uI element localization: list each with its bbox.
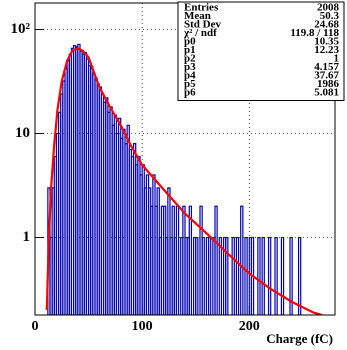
- histogram-bin: [257, 236, 261, 315]
- x-tick-label: 100: [132, 319, 153, 334]
- fit-curve: [45, 47, 323, 315]
- stats-label: p3: [184, 61, 196, 73]
- x-tick-label: 0: [32, 319, 39, 334]
- stats-label: χ² / ndf: [183, 27, 217, 39]
- stats-label: p4: [184, 70, 196, 82]
- stats-value: 12.23: [314, 44, 339, 56]
- plot-area: [45, 43, 323, 315]
- histogram-bin: [195, 236, 199, 315]
- histogram-bin: [214, 205, 218, 315]
- histogram-bin: [280, 236, 285, 315]
- stats-label: p6: [184, 87, 196, 99]
- x-axis-label: Charge (fC): [266, 331, 333, 346]
- stats-value: 4.157: [314, 61, 339, 73]
- stats-value: 119.8 / 118: [290, 27, 339, 39]
- stats-value: 1: [334, 53, 340, 65]
- stats-label: p1: [184, 44, 196, 56]
- stats-value: 24.68: [314, 19, 339, 31]
- stats-value: 1986: [317, 78, 340, 90]
- histogram-bin: [225, 236, 229, 315]
- histogram-bin: [235, 236, 240, 315]
- stats-label: Entries: [184, 2, 219, 14]
- histogram-bin: [267, 236, 272, 315]
- histogram-bin: [218, 236, 223, 315]
- stats-label: Std Dev: [184, 19, 221, 31]
- histogram-bin: [240, 205, 244, 315]
- stats-value: 2008: [317, 2, 340, 14]
- stats-value: 37.67: [314, 70, 339, 82]
- stats-label: p5: [184, 78, 196, 90]
- stats-label: Mean: [184, 10, 211, 22]
- histogram-bin: [231, 236, 235, 315]
- stats-label: p0: [184, 36, 196, 48]
- stats-label: p2: [184, 53, 196, 65]
- y-tick-label: 1: [23, 229, 31, 245]
- y-tick-label: 10: [15, 125, 30, 141]
- histogram-bin: [274, 236, 278, 315]
- histogram-bin: [261, 236, 265, 315]
- stats-value: 5.081: [314, 87, 339, 99]
- y-tick-label: 10²: [11, 21, 31, 37]
- histogram-bin: [188, 205, 193, 315]
- stats-value: 10.35: [314, 36, 339, 48]
- x-tick-label: 200: [239, 319, 260, 334]
- histogram-bin: [201, 236, 205, 315]
- histogram-bin: [289, 236, 293, 315]
- histogram-bin: [297, 236, 302, 315]
- stats-box: [177, 1, 345, 101]
- histogram-bin: [244, 236, 248, 315]
- stats-value: 50.3: [320, 10, 340, 22]
